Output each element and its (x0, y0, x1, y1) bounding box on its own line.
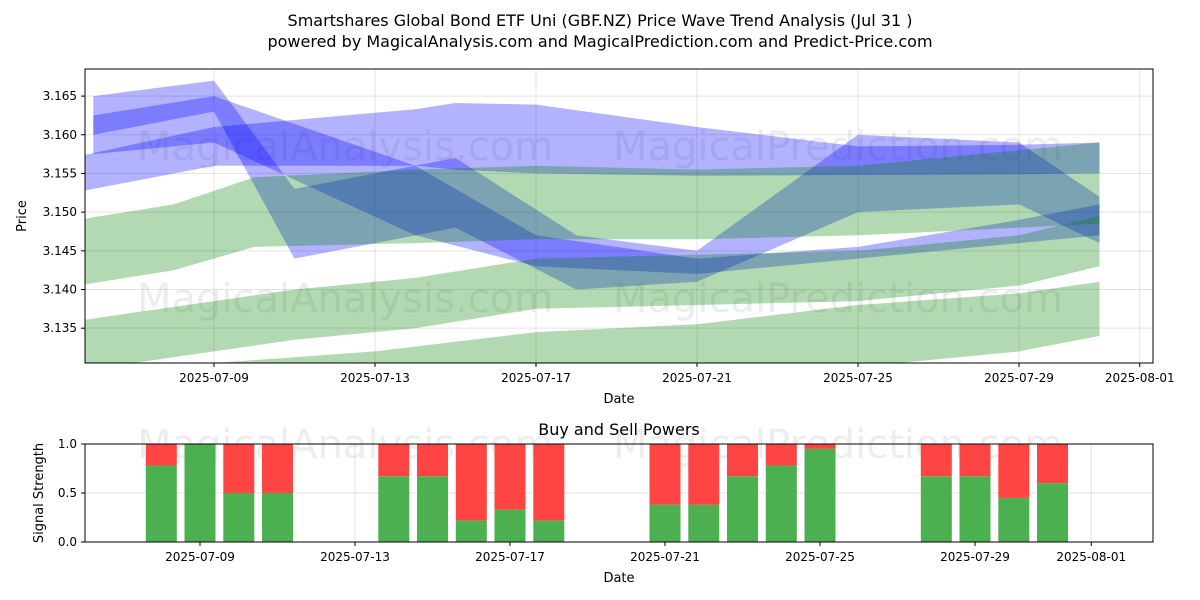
sell-bar (959, 444, 991, 477)
sell-bar (688, 444, 720, 505)
green-wave-band (214, 281, 1100, 363)
chart-subtitle: powered by MagicalAnalysis.com and Magic… (267, 32, 932, 51)
price-x-tick-label: 2025-07-21 (662, 371, 732, 385)
price-y-axis-label: Price (15, 200, 30, 232)
signal-plot: Buy and Sell Powers MagicalAnalysis.com … (32, 420, 1154, 586)
buy-bar (494, 509, 526, 542)
buy-bar (765, 465, 797, 542)
price-watermarks: MagicalAnalysis.com MagicalPrediction.co… (137, 124, 1063, 322)
buy-bar (378, 476, 410, 542)
price-x-tick-label: 2025-07-09 (179, 371, 249, 385)
chart-title: Smartshares Global Bond ETF Uni (GBF.NZ)… (288, 11, 913, 30)
buy-bar (727, 476, 758, 542)
buy-bar (959, 476, 991, 542)
signal-y-tick-label: 0.5 (58, 486, 77, 500)
buy-bar (184, 444, 216, 542)
watermark-right-lower: MagicalPrediction.com (613, 276, 1063, 322)
signal-x-tick-label: 2025-07-29 (940, 550, 1010, 564)
price-plot-frame (84, 68, 1154, 364)
sell-bar (920, 444, 952, 477)
buy-bar (533, 520, 565, 542)
green-wave-band (85, 142, 1100, 285)
sell-bar (145, 444, 177, 466)
signal-y-ticks: 0.0 0.5 1.0 (58, 437, 85, 549)
price-x-ticks: 2025-07-09 2025-07-13 2025-07-17 2025-07-21… (179, 363, 1175, 385)
buy-bar (455, 520, 487, 542)
buy-bar (804, 448, 836, 542)
signal-x-tick-label: 2025-07-09 (165, 550, 235, 564)
green-wave-band (85, 216, 1100, 363)
price-x-tick-label: 2025-08-01 (1105, 371, 1175, 385)
price-grid (85, 69, 1153, 363)
buy-bar (223, 493, 255, 542)
signal-x-tick-label: 2025-07-13 (320, 550, 390, 564)
signal-x-ticks: 2025-07-09 2025-07-13 2025-07-17 2025-07-21… (165, 542, 1126, 564)
watermark-right-upper: MagicalPrediction.com (613, 124, 1063, 170)
price-x-tick-label: 2025-07-17 (501, 371, 571, 385)
price-y-ticks: 3.135 3.140 3.145 3.150 3.155 3.160 3.165 (43, 89, 85, 335)
sell-bar (455, 444, 487, 521)
signal-y-axis-label: Signal Strength (32, 443, 47, 543)
buy-bar (145, 465, 177, 542)
signal-y-tick-label: 1.0 (58, 437, 77, 451)
price-plot: MagicalAnalysis.com MagicalPrediction.co… (15, 68, 1175, 407)
price-x-tick-label: 2025-07-29 (984, 371, 1054, 385)
blue-wave-band (85, 103, 1100, 191)
sell-bar (804, 444, 836, 449)
price-x-tick-label: 2025-07-13 (340, 371, 410, 385)
sell-bar (223, 444, 255, 493)
price-y-tick-label: 3.145 (43, 244, 77, 258)
blue-wave-band (93, 96, 1100, 274)
buy-bar (649, 504, 681, 542)
sell-bar (417, 444, 448, 477)
buy-bar (998, 497, 1030, 542)
buy-bar (688, 504, 720, 542)
buy-bar (1037, 483, 1068, 542)
price-x-axis-label: Date (603, 392, 634, 407)
price-y-tick-label: 3.135 (43, 321, 77, 335)
signal-x-tick-label: 2025-07-25 (785, 550, 855, 564)
price-x-tick-label: 2025-07-25 (823, 371, 893, 385)
blue-wave-band (93, 80, 1100, 290)
signal-bars (145, 444, 1068, 542)
sell-bar (378, 444, 410, 477)
buy-bar (920, 476, 952, 542)
sell-bar (494, 444, 526, 510)
sell-bar (998, 444, 1030, 498)
signal-y-tick-label: 0.0 (58, 535, 77, 549)
signal-x-tick-label: 2025-07-21 (630, 550, 700, 564)
signal-x-tick-label: 2025-07-17 (475, 550, 545, 564)
signal-x-axis-label: Date (603, 571, 634, 586)
watermark-left-upper: MagicalAnalysis.com (137, 124, 553, 170)
sell-bar (262, 444, 293, 493)
buy-bar (417, 476, 448, 542)
sell-bar (765, 444, 797, 466)
price-y-tick-label: 3.165 (43, 89, 77, 103)
price-y-tick-label: 3.160 (43, 128, 77, 142)
price-y-tick-label: 3.150 (43, 205, 77, 219)
price-y-tick-label: 3.155 (43, 166, 77, 180)
sell-bar (1037, 444, 1068, 484)
watermark-left-lower: MagicalAnalysis.com (137, 276, 553, 322)
sell-bar (727, 444, 758, 477)
signal-title: Buy and Sell Powers (538, 420, 700, 439)
sell-bar (533, 444, 565, 521)
signal-x-tick-label: 2025-08-01 (1056, 550, 1126, 564)
price-y-tick-label: 3.140 (43, 283, 77, 297)
buy-bar (262, 493, 293, 542)
sell-bar (649, 444, 681, 505)
price-bands (85, 80, 1100, 363)
